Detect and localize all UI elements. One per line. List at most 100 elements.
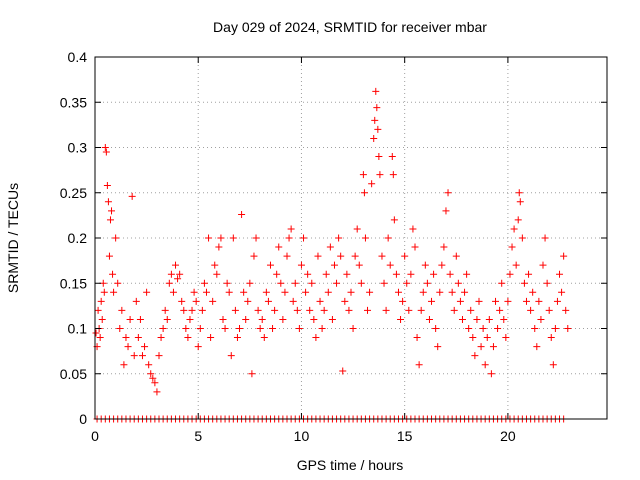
data-point [275, 243, 283, 251]
data-point [202, 288, 210, 296]
data-point [320, 306, 328, 314]
data-point [440, 243, 448, 251]
data-point [103, 182, 111, 190]
data-point [471, 352, 479, 360]
data-point [128, 192, 136, 200]
data-point [211, 261, 219, 269]
data-point [194, 343, 202, 351]
data-point [341, 297, 349, 305]
data-point [522, 297, 530, 305]
data-point [273, 270, 281, 278]
data-point [485, 315, 493, 323]
data-point [543, 279, 551, 287]
data-point [100, 288, 108, 296]
data-point [114, 279, 122, 287]
data-point [389, 171, 397, 179]
data-point [467, 306, 475, 314]
x-tick-label: 20 [500, 428, 516, 444]
data-point [403, 279, 411, 287]
data-point [240, 288, 248, 296]
data-point [236, 325, 244, 332]
data-point [347, 288, 355, 296]
data-point [370, 134, 378, 142]
data-point [260, 334, 268, 342]
data-point [465, 325, 473, 332]
data-point [351, 252, 359, 260]
data-point [419, 288, 427, 296]
data-point [250, 252, 258, 260]
data-point [266, 261, 274, 269]
data-point [375, 153, 383, 161]
data-point [345, 306, 353, 314]
data-point [504, 297, 512, 305]
data-point [343, 270, 351, 278]
data-point [134, 334, 142, 342]
data-point [244, 297, 252, 305]
data-point [322, 270, 330, 278]
data-point [502, 334, 510, 342]
data-point [510, 225, 518, 233]
data-point [458, 315, 466, 323]
data-point [157, 334, 165, 342]
data-point [304, 270, 312, 278]
data-point [184, 334, 192, 342]
y-tick-label: 0.15 [60, 275, 87, 291]
data-point [318, 325, 326, 332]
data-point [161, 306, 169, 314]
data-point [316, 297, 324, 305]
data-point [360, 189, 368, 197]
data-point [223, 279, 231, 287]
data-point [417, 306, 425, 314]
data-point [238, 210, 246, 218]
data-point [444, 189, 452, 197]
data-point [489, 343, 497, 351]
axis-ticks [94, 56, 607, 420]
data-point [174, 275, 182, 283]
data-point [483, 334, 491, 342]
data-point [180, 306, 188, 314]
y-tick-label: 0.1 [68, 321, 88, 337]
data-point [118, 306, 126, 314]
data-point [96, 334, 104, 342]
data-point [386, 261, 394, 269]
data-point [450, 306, 458, 314]
data-point [508, 243, 516, 251]
data-point [190, 288, 198, 296]
data-point [535, 297, 543, 305]
x-tick-label: 0 [91, 428, 99, 444]
data-point [413, 334, 421, 342]
data-point [233, 334, 241, 342]
data-point [407, 270, 415, 278]
data-point [388, 153, 396, 161]
data-point [231, 306, 239, 314]
data-point [357, 279, 365, 287]
y-tick-label: 0.3 [68, 140, 88, 156]
y-tick-label: 0 [79, 411, 87, 427]
data-point [481, 361, 489, 369]
data-point [295, 325, 303, 332]
data-point [415, 361, 423, 369]
data-point [169, 288, 177, 296]
data-point [446, 270, 454, 278]
y-tick-label: 0.25 [60, 185, 87, 201]
data-point [116, 325, 124, 332]
data-point [372, 87, 380, 95]
data-point [361, 234, 369, 242]
data-point [371, 116, 379, 124]
data-point [564, 325, 572, 332]
data-point [221, 325, 229, 332]
data-point [283, 252, 291, 260]
data-point [219, 315, 227, 323]
data-point [515, 189, 523, 197]
x-tick-label: 10 [294, 428, 310, 444]
data-point [141, 343, 149, 351]
data-point [553, 297, 561, 305]
data-point [300, 234, 308, 242]
data-point [512, 261, 520, 269]
data-point [102, 148, 110, 156]
data-point [541, 234, 549, 242]
data-point [428, 297, 436, 305]
data-point [421, 261, 429, 269]
data-point [392, 270, 400, 278]
data-point [337, 252, 345, 260]
